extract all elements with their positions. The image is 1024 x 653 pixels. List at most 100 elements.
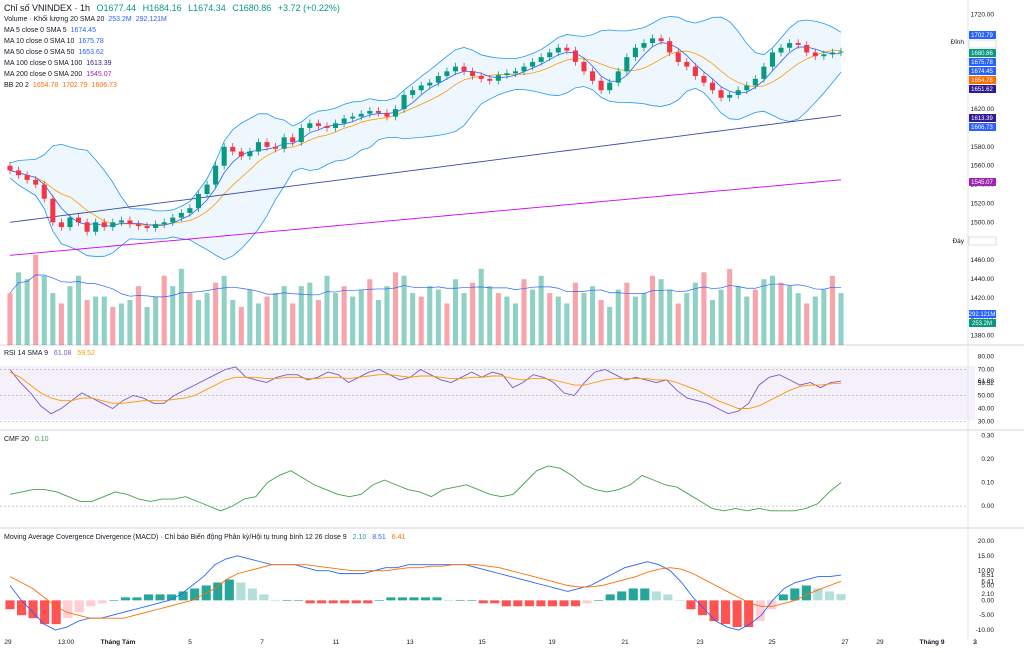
sma-short-line [9, 42, 842, 227]
cmf-tick: 0.00 [981, 503, 994, 510]
macd-tick: 8.51 [981, 572, 994, 579]
time-tick: 29 [4, 639, 12, 646]
candle-body [281, 137, 287, 149]
legend-label: MA 5 close 0 SMA 5 [4, 27, 67, 34]
legend-row[interactable]: MA 5 close 0 SMA 5 1674.45 [4, 25, 171, 36]
candle-body [264, 142, 270, 147]
price-marker: 253.2M [969, 319, 996, 327]
volume-bar [615, 289, 621, 345]
time-tick: 19 [548, 639, 556, 646]
candle-body [641, 43, 647, 48]
legend-row[interactable]: MA 200 close 0 SMA 200 1545.07 [4, 69, 171, 80]
legend-row[interactable]: BB 20 2 1654.78 1702.79 1606.73 [4, 80, 171, 91]
price-marker-label: 1651.62 [971, 87, 993, 93]
price-marker-bg [969, 76, 996, 84]
time-tick: 2 [973, 639, 977, 646]
macd-hist-value: 2.10 [352, 534, 367, 541]
volume-bar [144, 306, 150, 345]
time-tick: 23 [696, 639, 704, 646]
legend-value: 1654.78 [32, 82, 59, 89]
ohlc-high: H1684.16 [142, 3, 182, 13]
candle-body [195, 194, 202, 209]
volume-bar [675, 303, 681, 345]
legend-label: MA 50 close 0 SMA 50 [4, 49, 75, 56]
candle-body [384, 112, 390, 117]
candle-body [144, 226, 150, 228]
macd-legend[interactable]: Moving Average Covergence Divergence (MA… [4, 532, 409, 543]
volume-bar [41, 275, 47, 345]
candle-body [478, 76, 484, 79]
candle-body [521, 66, 527, 72]
candle-body [658, 38, 664, 42]
candle-body [24, 175, 30, 180]
macd-histogram-bar [340, 600, 350, 604]
candle-body [375, 110, 381, 113]
time-tick: 27 [841, 639, 849, 646]
volume-bar [410, 293, 416, 345]
rsi-tick: 30.00 [978, 419, 995, 426]
candle-body [787, 43, 793, 48]
price-marker: 1654.78 [969, 76, 996, 84]
volume-bar [307, 282, 313, 345]
volume-bar [495, 293, 501, 345]
legend-row[interactable]: Volume · Khối lượng 20 SMA 20 253.2M 292.1… [4, 14, 171, 25]
legend-value: 253.2M [108, 16, 132, 23]
macd-tick: -5.00 [979, 612, 994, 619]
candle-body [829, 52, 835, 55]
candle-body [812, 52, 818, 57]
macd-histogram-bar [663, 594, 673, 601]
volume-bar [93, 296, 99, 345]
chart-header: Chỉ số VNINDEX · 1h O1677.44 H1684.16 L1… [4, 3, 344, 14]
legend-row[interactable]: MA 50 close 0 SMA 50 1653.62 [4, 47, 171, 58]
price-marker-label: 1545.07 [971, 180, 993, 186]
volume-bar [821, 289, 827, 345]
symbol-title[interactable]: Chỉ số VNINDEX · 1h [4, 3, 91, 13]
candle-body [247, 151, 253, 157]
rsi-legend[interactable]: RSI 14 SMA 9 61.08 59.52 [4, 348, 99, 359]
macd-histogram-bar [444, 600, 454, 601]
candle-body [110, 222, 116, 228]
candle-body [101, 222, 107, 228]
rsi-value: 61.08 [53, 350, 72, 357]
macd-histogram-bar [305, 600, 315, 604]
time-tick: 7 [260, 639, 264, 646]
candle-body [598, 80, 604, 91]
candle-body [821, 54, 827, 57]
candle-body [684, 61, 690, 67]
price-marker-label: 1674.45 [971, 69, 993, 75]
candle-body [410, 90, 416, 95]
price-tick: 1720.00 [971, 12, 995, 19]
macd-histogram-bar [16, 600, 27, 616]
candle-body [418, 85, 424, 91]
volume-bar [247, 289, 253, 345]
legend-label: Volume · Khối lượng 20 SMA 20 [4, 16, 105, 23]
macd-histogram-bar [801, 585, 811, 601]
price-marker-bg [969, 319, 996, 327]
legend-row[interactable]: MA 10 close 0 SMA 10 1675.78 [4, 36, 171, 47]
macd-histogram-bar [351, 600, 361, 604]
candle-body [487, 78, 493, 81]
macd-histogram-bar [559, 600, 569, 607]
cmf-tick: 0.30 [981, 432, 994, 439]
volume-bar [367, 279, 373, 345]
volume-bar [649, 275, 656, 345]
price-marker-bg [969, 123, 996, 131]
volume-bar [384, 286, 390, 345]
volume-bar [624, 282, 630, 345]
price-marker-bg [969, 58, 996, 66]
volume-bar [213, 282, 219, 345]
time-tick: 3 [973, 639, 977, 646]
volume-bar [564, 303, 570, 345]
candle-body [444, 71, 450, 77]
price-marker-bg [969, 178, 996, 186]
cmf-legend[interactable]: CMF 20 0.10 [4, 434, 52, 445]
volume-bar [84, 300, 90, 345]
macd-histogram-bar [120, 597, 130, 601]
candle-body [41, 184, 47, 199]
candle-body [564, 47, 570, 51]
volume-bar [581, 293, 587, 345]
legend-row[interactable]: MA 100 close 0 SMA 100 1613.39 [4, 58, 171, 69]
cmf-tick: 0.10 [981, 480, 994, 487]
price-marker-label: 292.121M [969, 312, 996, 318]
macd-histogram-bar [86, 600, 96, 607]
